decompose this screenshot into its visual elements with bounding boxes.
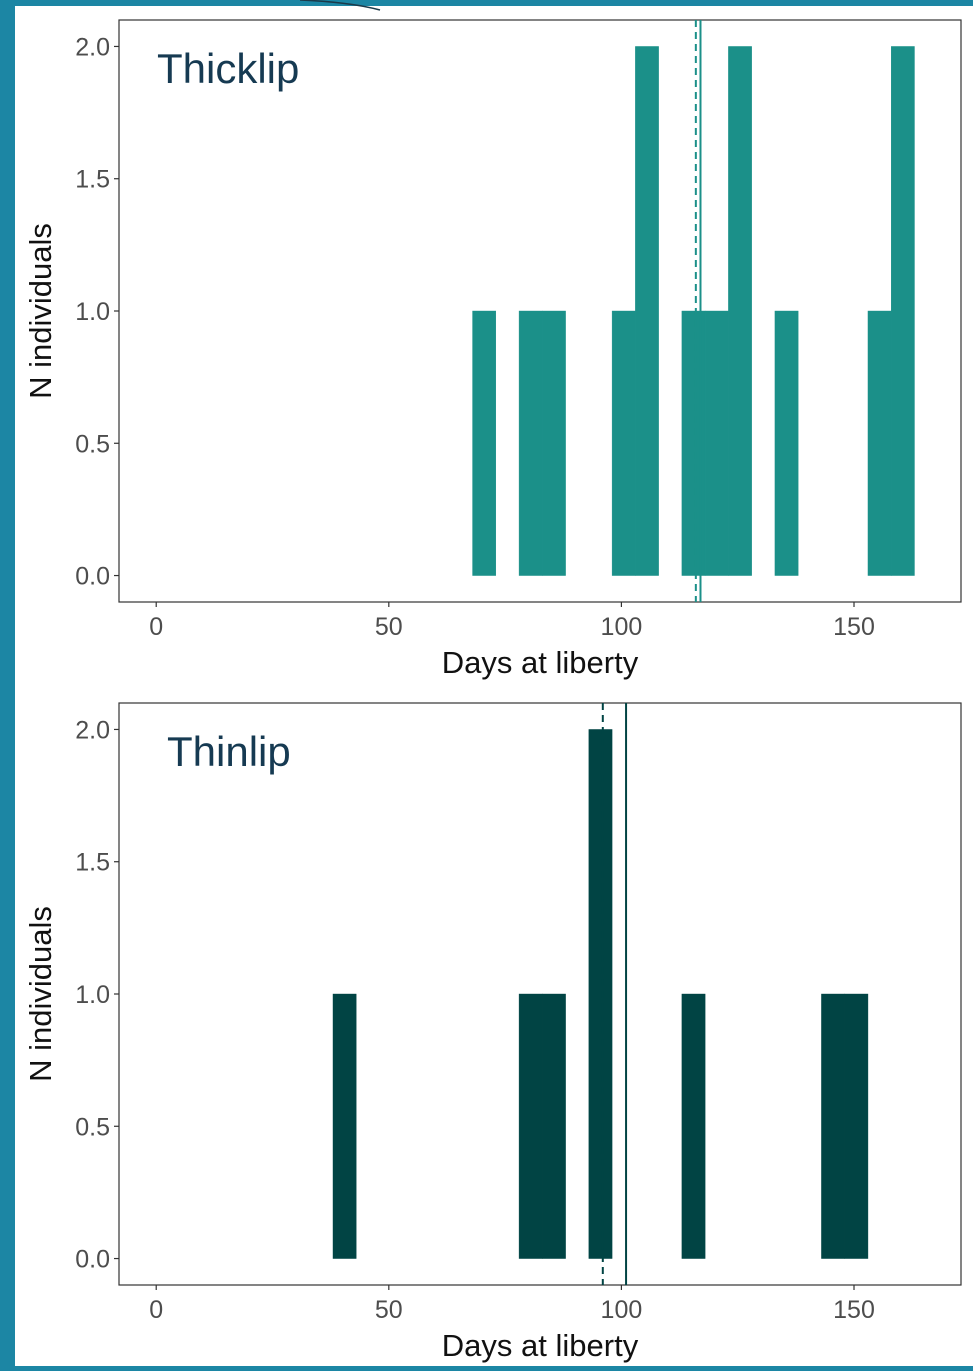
thicklip-bar-103-108 [635, 46, 659, 576]
thicklip-y-tick-label: 1.0 [75, 298, 110, 326]
thicklip-plot-area: 0.0 0.5 1.0 1.5 2.0 0 50 100 150 Thicklip [75, 19, 962, 641]
thicklip-bar-123-128 [728, 46, 752, 576]
thinlip-bar-83-88 [542, 993, 566, 1259]
thicklip-x-ticks: 0 50 100 150 [149, 602, 875, 641]
thicklip-x-axis-label: Days at liberty [442, 645, 639, 680]
thicklip-chart-title: Thicklip [157, 45, 299, 92]
thinlip-x-ticks: 0 50 100 150 [149, 1285, 875, 1324]
thinlip-y-ticks: 0.0 0.5 1.0 1.5 2.0 [75, 716, 119, 1274]
thicklip-bar-118-123 [704, 310, 729, 576]
thinlip-x-tick-label: 50 [375, 1296, 403, 1324]
thinlip-plot-area: 0.0 0.5 1.0 1.5 2.0 0 50 100 150 Thinlip [75, 702, 962, 1324]
thinlip-chart-svg: 0.0 0.5 1.0 1.5 2.0 0 50 100 150 Thinlip Days a… [23, 702, 962, 1363]
thinlip-y-tick-label: 0.5 [75, 1113, 110, 1141]
thicklip-x-tick-label: 50 [375, 613, 403, 641]
thicklip-bar-68-73 [472, 310, 497, 576]
thicklip-bar-133-138 [774, 310, 799, 576]
thicklip-bar-98-103 [611, 310, 636, 576]
thicklip-x-tick-label: 100 [601, 613, 643, 641]
thicklip-bar-78-83 [518, 310, 543, 576]
thinlip-bar-78-83 [518, 993, 543, 1259]
thinlip-bar-143-148 [821, 993, 845, 1259]
thinlip-y-tick-label: 1.5 [75, 849, 110, 877]
thinlip-y-tick-label: 0.0 [75, 1246, 110, 1274]
thinlip-bar-113-118 [681, 993, 706, 1259]
thicklip-y-tick-label: 1.5 [75, 166, 110, 194]
thinlip-bar-93-98 [588, 729, 613, 1259]
thinlip-x-axis-label: Days at liberty [442, 1328, 639, 1363]
thicklip-y-tick-label: 2.0 [75, 33, 110, 61]
thicklip-bar-83-88 [542, 310, 566, 576]
thinlip-x-tick-label: 100 [601, 1296, 643, 1324]
thicklip-x-tick-label: 150 [833, 613, 875, 641]
thicklip-bar-153-158 [867, 310, 892, 576]
thinlip-y-tick-label: 1.0 [75, 981, 110, 1009]
thinlip-y-axis-label: N individuals [23, 906, 58, 1082]
thicklip-y-axis-label: N individuals [23, 223, 58, 399]
thicklip-bars [472, 46, 915, 576]
thicklip-y-ticks: 0.0 0.5 1.0 1.5 2.0 [75, 33, 119, 591]
thinlip-bars [332, 729, 869, 1259]
thicklip-chart-panel: 0.0 0.5 1.0 1.5 2.0 0 50 100 150 Thicklip Days … [15, 0, 973, 683]
thinlip-chart-title: Thinlip [167, 728, 291, 775]
thicklip-y-tick-label: 0.5 [75, 430, 110, 458]
thicklip-y-tick-label: 0.0 [75, 563, 110, 591]
decorative-corner-line [299, 0, 381, 11]
thicklip-chart-svg: 0.0 0.5 1.0 1.5 2.0 0 50 100 150 Thicklip Days … [23, 19, 962, 680]
thinlip-x-tick-label: 150 [833, 1296, 875, 1324]
thicklip-bar-113-118 [681, 310, 706, 576]
thinlip-bar-38-43 [332, 993, 357, 1259]
thinlip-chart-panel: 0.0 0.5 1.0 1.5 2.0 0 50 100 150 Thinlip Days a… [15, 683, 973, 1366]
thicklip-x-tick-label: 0 [149, 613, 163, 641]
thinlip-y-tick-label: 2.0 [75, 716, 110, 744]
thinlip-x-tick-label: 0 [149, 1296, 163, 1324]
thinlip-bar-148-153 [844, 993, 869, 1259]
thicklip-bar-158-163 [891, 46, 915, 576]
